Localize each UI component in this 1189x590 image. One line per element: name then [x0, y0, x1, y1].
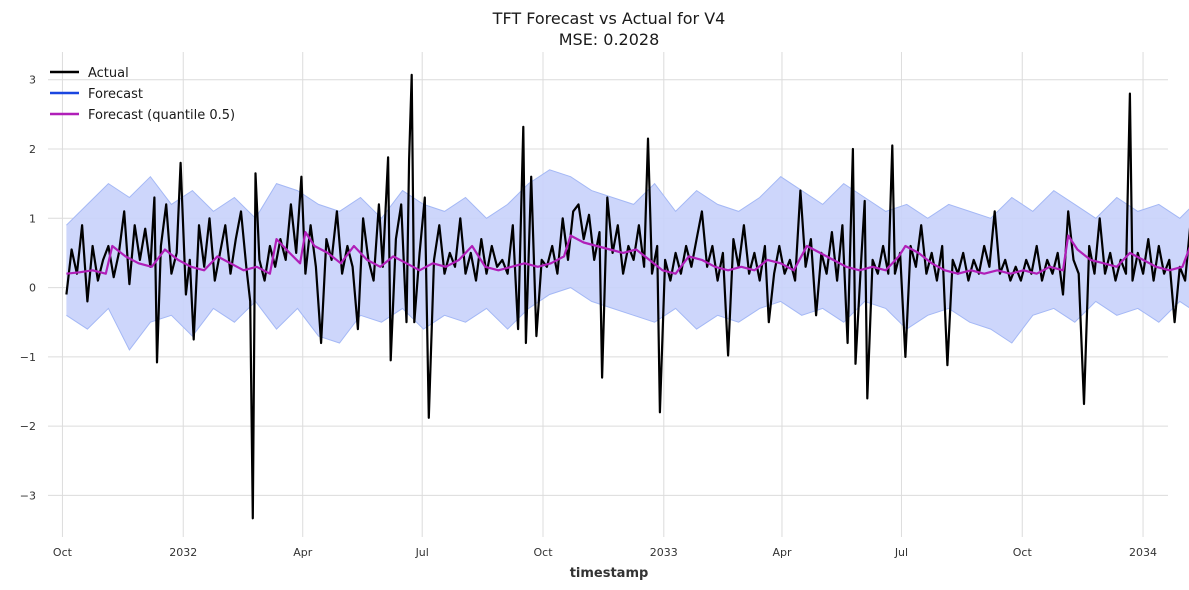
x-tick-label: 2033	[650, 546, 678, 559]
x-axis-label: timestamp	[570, 566, 649, 581]
x-tick-label: Jul	[415, 546, 429, 559]
series-line-layer	[65, 73, 1189, 520]
x-tick-label: 2032	[169, 546, 197, 559]
forecast-interval-band	[66, 169, 1189, 350]
y-tick-label: 1	[29, 212, 36, 225]
tick-label-layer: 3 2 1 0 −1 −2 −3 Oct 2032 Apr Jul Oct 2033 Apr Jul Oct 2…	[20, 74, 1157, 559]
legend-label-forecast: Forecast	[88, 87, 143, 102]
chart-subtitle: MSE: 0.2028	[559, 30, 660, 49]
y-tick-label: 3	[29, 74, 36, 87]
legend: Actual Forecast Forecast (quantile 0.5)	[50, 66, 235, 123]
actual-line	[65, 73, 1189, 520]
x-tick-label: Jul	[894, 546, 908, 559]
x-tick-label: Oct	[1013, 546, 1033, 559]
forecast-upper-edge	[66, 169, 1189, 226]
x-tick-label: Apr	[293, 546, 313, 559]
y-tick-label: 0	[29, 282, 36, 295]
x-tick-label: Oct	[533, 546, 553, 559]
x-tick-label: 2034	[1129, 546, 1157, 559]
y-tick-label: −2	[20, 420, 36, 433]
legend-label-actual: Actual	[88, 66, 129, 81]
forecast-lower-edge	[66, 287, 1189, 351]
forecast-band-layer	[66, 169, 1189, 351]
y-tick-label: −1	[20, 351, 36, 364]
legend-label-forecast-median: Forecast (quantile 0.5)	[88, 108, 235, 123]
y-tick-label: −3	[20, 489, 36, 502]
forecast-median-line	[66, 231, 1189, 275]
y-tick-label: 2	[29, 143, 36, 156]
x-tick-label: Apr	[772, 546, 792, 559]
x-tick-label: Oct	[53, 546, 73, 559]
chart-title: TFT Forecast vs Actual for V4	[492, 9, 726, 28]
